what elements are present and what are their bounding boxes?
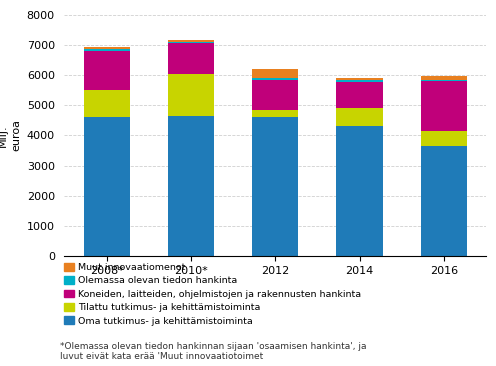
Bar	[336, 78, 383, 81]
Bar	[421, 81, 467, 131]
Text: *Olemassa olevan tiedon hankinnan sijaan 'osaamisen hankinta', ja: *Olemassa olevan tiedon hankinnan sijaan…	[60, 342, 366, 351]
Bar	[168, 43, 214, 74]
Bar	[252, 110, 299, 117]
Bar	[336, 81, 383, 82]
Bar	[84, 117, 130, 256]
Bar	[336, 82, 383, 108]
Bar	[168, 116, 214, 256]
Bar	[168, 74, 214, 116]
Bar	[421, 79, 467, 81]
Bar	[252, 79, 299, 110]
Legend: Muut innovaatiomenot, Olemassa olevan tiedon hankinta, Koneiden, laitteiden, ohj: Muut innovaatiomenot, Olemassa olevan ti…	[64, 263, 362, 326]
Text: luvut eivät kata erää 'Muut innovaatiotoimet: luvut eivät kata erää 'Muut innovaatioto…	[60, 352, 263, 361]
Bar	[168, 40, 214, 42]
Bar	[84, 51, 130, 90]
Bar	[336, 108, 383, 126]
Bar	[252, 78, 299, 79]
Bar	[84, 49, 130, 51]
Bar	[84, 47, 130, 49]
Y-axis label: Milj.
euroa: Milj. euroa	[0, 119, 21, 152]
Bar	[168, 42, 214, 43]
Bar	[421, 76, 467, 79]
Bar	[252, 117, 299, 256]
Bar	[421, 146, 467, 256]
Bar	[84, 90, 130, 117]
Bar	[421, 131, 467, 146]
Bar	[336, 126, 383, 256]
Bar	[252, 69, 299, 78]
